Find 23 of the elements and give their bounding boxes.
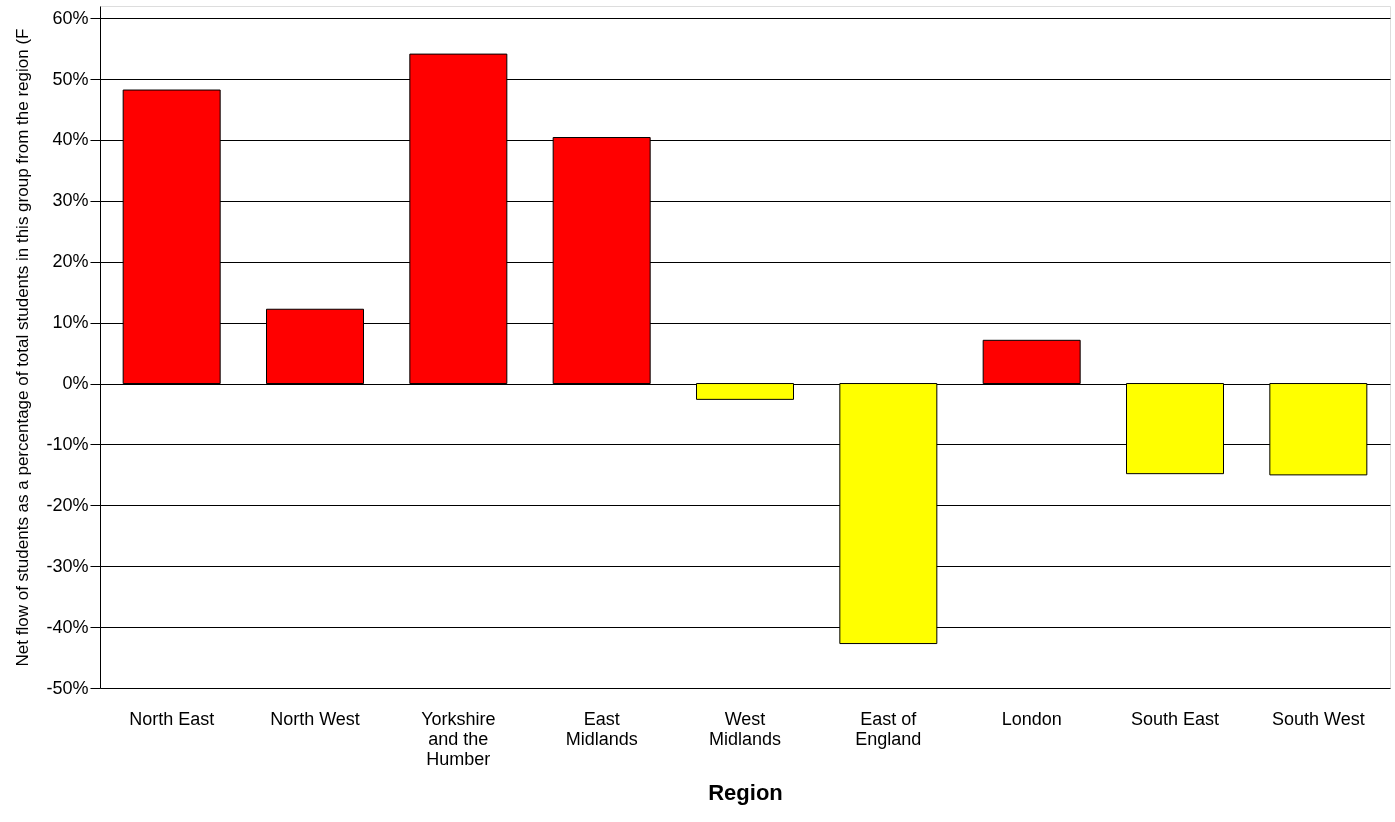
y-tick-label: 40% <box>52 129 89 150</box>
y-tick-label: -30% <box>46 555 89 576</box>
y-axis-title: Net flow of students as a percentage of total students in this group from the region (F <box>13 28 33 667</box>
x-tick-label: South East <box>1130 708 1220 729</box>
x-tick-label: Yorkshire and the Humber <box>421 708 496 769</box>
y-tick-label: -20% <box>46 494 89 515</box>
y-tick-label: -40% <box>46 616 89 637</box>
y-tick-label: -50% <box>46 677 89 698</box>
x-tick-label: South West <box>1271 708 1365 729</box>
x-tick-label: North East <box>129 708 215 729</box>
y-tick-label: 20% <box>52 251 89 272</box>
x-tick-label: North West <box>270 708 360 729</box>
y-tick-label: 60% <box>52 7 89 28</box>
y-tick-label: 30% <box>52 190 89 211</box>
x-tick-label: London <box>1001 708 1062 729</box>
y-tick-label: 50% <box>52 68 89 89</box>
x-tick-label: West Midlands <box>708 708 782 749</box>
y-tick-label: -10% <box>46 433 89 454</box>
y-tick-label: 10% <box>52 312 89 333</box>
x-tick-label: East of England <box>855 708 922 749</box>
x-tick-label: East Midlands <box>565 708 638 749</box>
x-axis-title: Region <box>708 779 783 805</box>
y-tick-label: 0% <box>62 373 89 394</box>
